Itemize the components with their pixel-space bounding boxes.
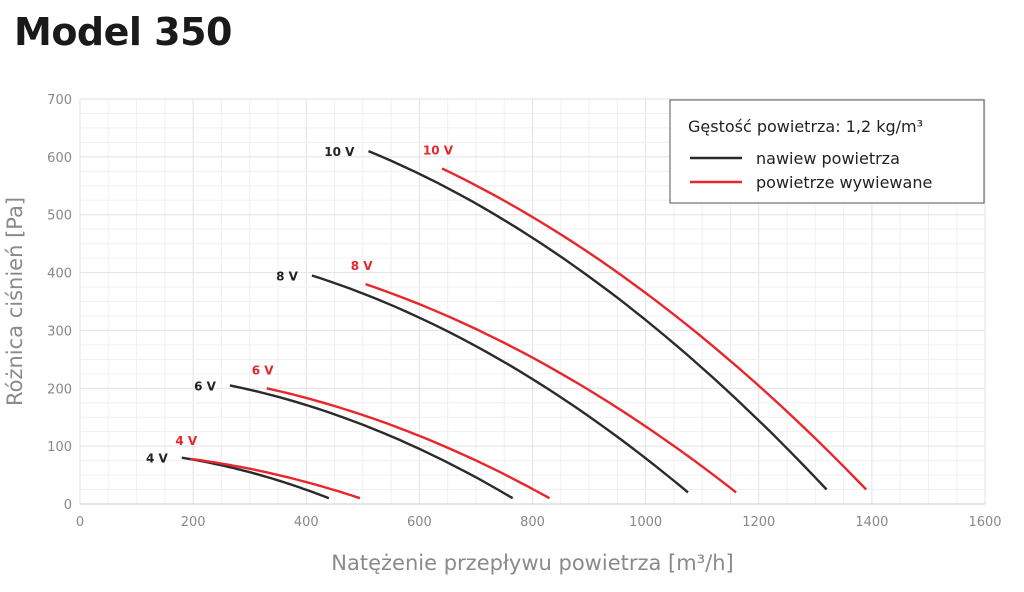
- series-line: [311, 274, 689, 494]
- y-tick-label: 700: [47, 93, 72, 108]
- y-tick-label: 600: [47, 151, 72, 166]
- x-axis-label: Natężenie przepływu powietrza [m³/h]: [331, 551, 733, 575]
- series-line: [365, 282, 737, 494]
- y-tick-label: 500: [47, 209, 72, 224]
- chart-title: Model 350: [14, 10, 232, 54]
- series-line: [441, 167, 868, 491]
- x-tick-label: 1600: [968, 515, 1001, 530]
- y-axis-label: Różnica ciśnień [Pa]: [3, 197, 27, 406]
- series-label: 8 V: [351, 259, 374, 273]
- series-line: [190, 457, 361, 500]
- x-tick-label: 0: [76, 515, 84, 530]
- series-line: [229, 384, 514, 500]
- series-label: 10 V: [423, 143, 454, 157]
- x-tick-label: 1200: [742, 515, 775, 530]
- x-tick-label: 1000: [629, 515, 662, 530]
- legend-entry: nawiew powietrza: [756, 149, 900, 168]
- series-label: 8 V: [276, 269, 299, 283]
- x-tick-label: 400: [294, 515, 319, 530]
- y-tick-label: 0: [64, 498, 72, 513]
- x-tick-label: 600: [407, 515, 432, 530]
- y-tick-label: 100: [47, 440, 72, 455]
- series-label: 10 V: [324, 145, 355, 159]
- series-label: 6 V: [252, 363, 275, 377]
- x-tick-label: 800: [520, 515, 545, 530]
- legend-box: [669, 99, 985, 204]
- legend-title: Gęstość powietrza: 1,2 kg/m³: [688, 117, 923, 136]
- series-line: [181, 456, 330, 500]
- legend-entry: powietrze wywiewane: [756, 173, 932, 192]
- series-line: [266, 387, 551, 500]
- y-tick-label: 200: [47, 382, 72, 397]
- y-tick-label: 300: [47, 324, 72, 339]
- series-line: [368, 149, 828, 491]
- y-tick-label: 400: [47, 267, 72, 282]
- series-label: 6 V: [194, 379, 217, 393]
- x-tick-label: 200: [181, 515, 206, 530]
- series-label: 4 V: [146, 452, 169, 466]
- x-tick-label: 1400: [855, 515, 888, 530]
- series-label: 4 V: [175, 434, 198, 448]
